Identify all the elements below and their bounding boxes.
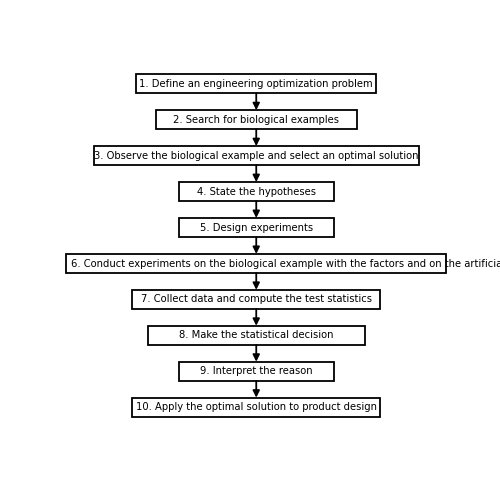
- Bar: [132, 397, 380, 417]
- Bar: [179, 182, 334, 201]
- Text: 6. Conduct experiments on the biological example with the factors and on the art: 6. Conduct experiments on the biological…: [71, 259, 500, 268]
- Text: 8. Make the statistical decision: 8. Make the statistical decision: [179, 330, 334, 340]
- Bar: [132, 290, 380, 309]
- Bar: [136, 74, 376, 94]
- Text: 10. Apply the optimal solution to product design: 10. Apply the optimal solution to produc…: [136, 402, 377, 412]
- Text: 5. Design experiments: 5. Design experiments: [200, 223, 313, 233]
- Text: 1. Define an engineering optimization problem: 1. Define an engineering optimization pr…: [140, 79, 373, 89]
- Text: 4. State the hypotheses: 4. State the hypotheses: [197, 187, 316, 197]
- Bar: [179, 362, 334, 381]
- Text: 3. Observe the biological example and select an optimal solution: 3. Observe the biological example and se…: [94, 151, 418, 161]
- Text: 7. Collect data and compute the test statistics: 7. Collect data and compute the test sta…: [141, 294, 372, 304]
- Text: 9. Interpret the reason: 9. Interpret the reason: [200, 366, 312, 376]
- Text: 2. Search for biological examples: 2. Search for biological examples: [174, 115, 339, 125]
- Bar: [156, 110, 357, 130]
- Bar: [66, 254, 446, 273]
- Bar: [148, 326, 365, 345]
- Bar: [179, 218, 334, 237]
- Bar: [94, 146, 419, 165]
